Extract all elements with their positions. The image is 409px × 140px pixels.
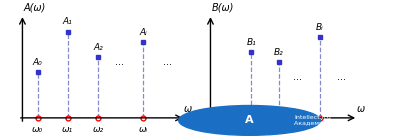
Text: B₁: B₁ (246, 38, 256, 47)
Text: ω: ω (184, 104, 192, 114)
Text: A₁: A₁ (63, 18, 72, 26)
Text: Bᵢ: Bᵢ (315, 23, 323, 32)
Text: ω₂: ω₂ (92, 125, 103, 134)
Text: ...: ... (293, 72, 302, 82)
Text: ω₀: ω₀ (32, 125, 43, 134)
Text: ...: ... (162, 57, 171, 67)
Text: ωᵢ: ωᵢ (138, 125, 148, 134)
Text: Intellect.icu
Академическая ресурс: Intellect.icu Академическая ресурс (294, 115, 370, 126)
Text: ω: ω (356, 104, 364, 114)
Text: A₂: A₂ (93, 43, 103, 52)
Circle shape (178, 106, 320, 135)
Text: A(ω): A(ω) (24, 2, 46, 12)
Text: A₀: A₀ (33, 58, 42, 67)
Text: B(ω): B(ω) (211, 2, 234, 12)
Text: ω₀: ω₀ (204, 125, 216, 134)
Text: Aᵢ: Aᵢ (139, 28, 147, 37)
Text: ...: ... (336, 72, 345, 82)
Text: B₂: B₂ (273, 48, 283, 57)
Text: A: A (245, 115, 253, 125)
Text: ...: ... (115, 57, 124, 67)
Text: ω₁: ω₁ (62, 125, 73, 134)
